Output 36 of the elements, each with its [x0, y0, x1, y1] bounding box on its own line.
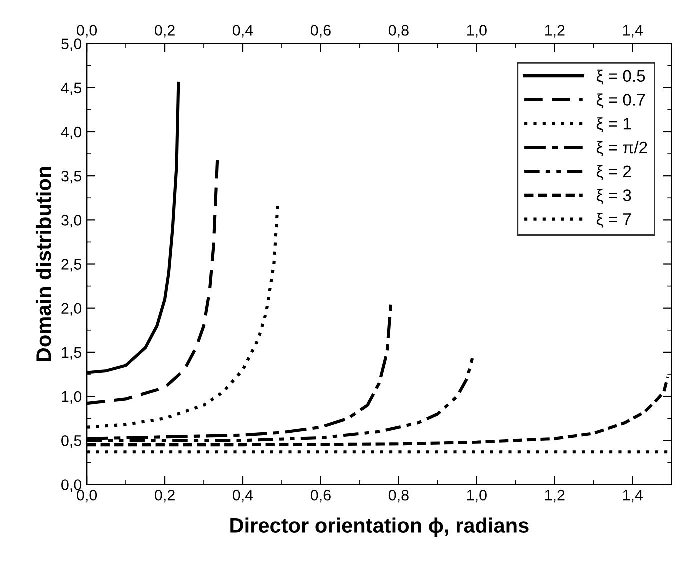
y-tick-label: 3,5 [62, 170, 82, 184]
x2-tick-label: 0,2 [154, 25, 175, 38]
y-tick-label: 1,0 [62, 391, 82, 404]
x2-tick-label: 0,6 [310, 25, 331, 38]
y-tick-label: 2,5 [62, 259, 82, 272]
legend-label: ξ = 1 [596, 118, 632, 133]
x2-tick-label: 0,4 [232, 25, 254, 38]
legend-label: ξ = 0.7 [596, 94, 645, 109]
legend-label: ξ = π/2 [596, 141, 648, 156]
y-tick-label: 5,0 [62, 38, 82, 52]
x2-tick-label: 1,2 [545, 25, 565, 38]
x-tick-label: 0,0 [77, 490, 98, 503]
y-axis-title: Domain distribution [36, 167, 52, 362]
legend-label: ξ = 0.5 [596, 70, 646, 85]
x-tick-label: 1,0 [467, 490, 487, 503]
y-tick-label: 0,5 [62, 435, 82, 448]
x-tick-label: 0,2 [154, 490, 175, 503]
x2-tick-label: 1,4 [623, 25, 644, 38]
y-tick-label: 4,0 [61, 126, 82, 140]
x2-tick-label: 1,0 [467, 25, 487, 38]
x-axis-title: Director orientation ϕ, radians [230, 518, 529, 538]
legend-label: ξ = 3 [596, 189, 632, 204]
y-tick-label: 0,0 [62, 480, 82, 492]
x-tick-label: 0,4 [232, 490, 254, 503]
legend-label: ξ = 7 [596, 213, 632, 228]
legend-label: ξ = 2 [596, 165, 632, 180]
x-tick-label: 0,6 [310, 490, 331, 503]
y-tick-label: 4,5 [61, 82, 82, 96]
x-tick-label: 1,4 [623, 490, 644, 503]
y-tick-label: 3,0 [62, 215, 82, 228]
y-tick-label: 1,5 [62, 347, 82, 360]
y-tick-label: 2,0 [62, 303, 82, 316]
x-tick-label: 1,2 [545, 490, 565, 503]
x2-tick-label: 0,8 [388, 25, 409, 38]
x2-tick-label: 0,0 [77, 25, 98, 38]
x-tick-label: 0,8 [388, 490, 409, 503]
